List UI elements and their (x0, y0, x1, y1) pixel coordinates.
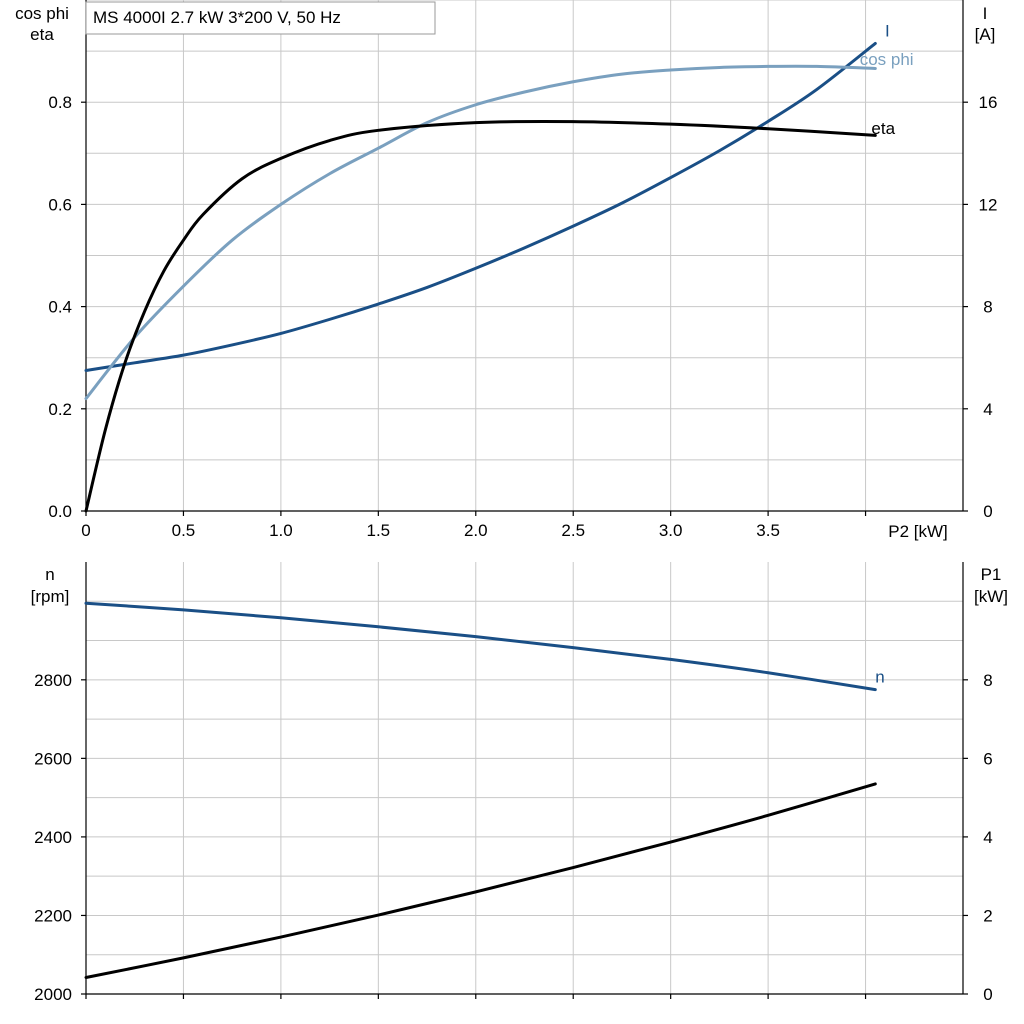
top-x-tick-label: 3.0 (659, 521, 683, 540)
top-left-tick-label: 0.0 (48, 502, 72, 521)
top-left-axis-title-2: eta (30, 25, 54, 44)
top-left-tick-label: 0.4 (48, 298, 72, 317)
top-left-tick-label: 0.6 (48, 195, 72, 214)
series-n-line (84, 601, 877, 692)
legend-box (85, 1, 436, 35)
bottom-right-tick-label: 8 (983, 671, 992, 690)
bottom-left-tick-label: 2600 (34, 749, 72, 768)
series-i-line (84, 41, 877, 372)
series-cos-phi-line (84, 64, 877, 401)
bottom-left-tick-label: 2200 (34, 906, 72, 925)
top-right-axis-title-2: [A] (975, 25, 996, 44)
series-p1-line (84, 782, 877, 980)
series-eta-line (84, 119, 877, 513)
top-chart-panel: 0.0 0.2 0.4 0.6 0.8 0 4 8 12 16 0 0.5 1.0 1.5 2.0 2.5 3.… (48, 0, 997, 540)
top-x-tick-label: 1.5 (367, 521, 391, 540)
bottom-right-tick-label: 6 (983, 749, 992, 768)
bottom-right-tick-label: 4 (983, 828, 992, 847)
top-x-tick-label: 1.0 (269, 521, 293, 540)
top-left-axis-title-1: cos phi (15, 4, 69, 23)
series-label-i: I (885, 22, 890, 41)
series-label-eta: eta (871, 119, 895, 138)
top-right-tick-label: 12 (979, 195, 998, 214)
series-label-cos-phi: cos phi (860, 50, 914, 69)
bottom-right-axis-title-2: [kW] (974, 587, 1008, 606)
bottom-left-axis-title-2: [rpm] (31, 587, 70, 606)
top-x-tick-label: 2.0 (464, 521, 488, 540)
top-right-tick-label: 4 (983, 400, 992, 419)
legend-title: MS 4000I 2.7 kW 3*200 V, 50 Hz (93, 8, 341, 27)
top-x-tick-label: 0.5 (172, 521, 196, 540)
top-x-tick-label: 0 (81, 521, 90, 540)
series-label-n: n (875, 668, 884, 687)
bottom-left-tick-label: 2000 (34, 985, 72, 1004)
bottom-right-axis-title-1: P1 (981, 565, 1002, 584)
top-right-axis-title-1: I (983, 4, 988, 23)
bottom-left-tick-label: 2800 (34, 671, 72, 690)
top-left-tick-label: 0.8 (48, 93, 72, 112)
top-right-tick-label: 16 (979, 93, 998, 112)
x-axis-title: P2 [kW] (888, 522, 948, 541)
bottom-chart-panel: 2000 2200 2400 2600 2800 0 2 4 6 8 n (34, 562, 993, 1004)
top-right-tick-label: 0 (983, 502, 992, 521)
top-x-tick-label: 3.5 (756, 521, 780, 540)
top-x-tick-label: 2.5 (561, 521, 585, 540)
bottom-right-tick-label: 2 (983, 906, 992, 925)
top-left-tick-label: 0.2 (48, 400, 72, 419)
bottom-left-tick-label: 2400 (34, 828, 72, 847)
bottom-left-axis-title-1: n (45, 565, 54, 584)
top-right-tick-label: 8 (983, 298, 992, 317)
bottom-right-tick-label: 0 (983, 985, 992, 1004)
